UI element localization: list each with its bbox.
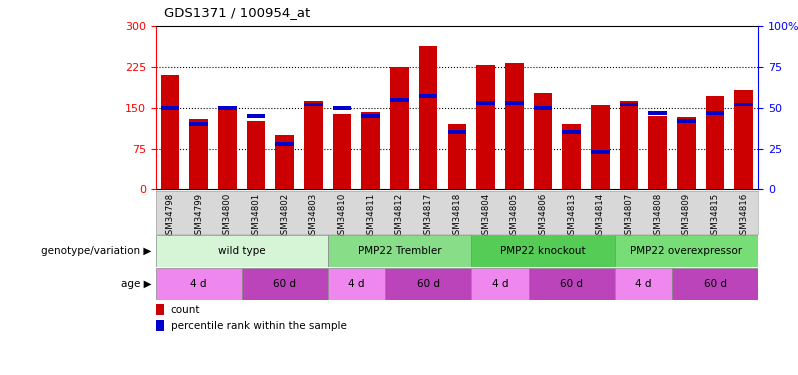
Bar	[505, 101, 523, 105]
Bar	[328, 235, 471, 267]
Bar	[304, 103, 322, 106]
Text: 4 d: 4 d	[191, 279, 207, 289]
Bar	[304, 101, 322, 189]
Bar	[648, 116, 667, 189]
Text: GSM34803: GSM34803	[309, 193, 318, 240]
Text: GSM34799: GSM34799	[194, 193, 203, 240]
Text: GSM34809: GSM34809	[681, 193, 691, 240]
Bar	[614, 235, 758, 267]
Bar	[734, 90, 753, 189]
Text: GSM34811: GSM34811	[366, 193, 375, 240]
Bar	[189, 122, 208, 126]
Text: GSM34804: GSM34804	[481, 193, 490, 240]
Text: PMP22 Trembler: PMP22 Trembler	[358, 246, 441, 256]
Bar	[448, 130, 466, 134]
Bar	[156, 304, 164, 315]
Text: PMP22 overexpressor: PMP22 overexpressor	[630, 246, 742, 256]
Text: GSM34806: GSM34806	[539, 193, 547, 240]
Bar	[361, 112, 380, 189]
Bar	[476, 101, 495, 105]
Text: GSM34805: GSM34805	[510, 193, 519, 240]
Bar	[528, 268, 614, 300]
Bar	[471, 235, 614, 267]
Text: count: count	[171, 304, 200, 315]
Text: 4 d: 4 d	[348, 279, 365, 289]
Bar	[563, 124, 581, 189]
Bar	[419, 46, 437, 189]
Bar	[160, 75, 180, 189]
Text: age ▶: age ▶	[121, 279, 152, 289]
Bar	[705, 111, 725, 115]
Bar	[534, 93, 552, 189]
Text: GDS1371 / 100954_at: GDS1371 / 100954_at	[164, 6, 310, 19]
Text: 4 d: 4 d	[492, 279, 508, 289]
Bar	[156, 235, 328, 267]
Text: GSM34816: GSM34816	[739, 193, 749, 240]
Bar	[419, 94, 437, 98]
Bar	[620, 101, 638, 189]
Bar	[218, 107, 237, 189]
Bar	[361, 114, 380, 118]
Text: GSM34812: GSM34812	[395, 193, 404, 240]
Text: genotype/variation ▶: genotype/variation ▶	[41, 246, 152, 256]
Bar	[156, 268, 242, 300]
Text: 4 d: 4 d	[635, 279, 652, 289]
Text: PMP22 knockout: PMP22 knockout	[500, 246, 586, 256]
Bar	[591, 150, 610, 154]
Bar	[242, 268, 328, 300]
Bar	[534, 106, 552, 110]
Text: GSM34801: GSM34801	[251, 193, 260, 240]
Bar	[648, 111, 667, 115]
Bar	[218, 106, 237, 110]
Text: GSM34807: GSM34807	[625, 193, 634, 240]
Text: GSM34798: GSM34798	[165, 193, 175, 240]
Bar	[614, 268, 672, 300]
Bar	[247, 122, 266, 189]
Text: GSM34802: GSM34802	[280, 193, 289, 240]
Text: 60 d: 60 d	[417, 279, 440, 289]
Bar	[734, 103, 753, 106]
Text: GSM34818: GSM34818	[452, 193, 461, 240]
Bar	[672, 268, 758, 300]
Text: wild type: wild type	[218, 246, 266, 256]
Text: GSM34813: GSM34813	[567, 193, 576, 240]
Bar	[705, 96, 725, 189]
Text: GSM34817: GSM34817	[424, 193, 433, 240]
Bar	[156, 320, 164, 331]
Bar	[677, 119, 696, 123]
Bar	[390, 98, 409, 102]
Bar	[333, 114, 351, 189]
Bar	[677, 117, 696, 189]
Bar	[448, 124, 466, 189]
Text: GSM34814: GSM34814	[596, 193, 605, 240]
Bar	[620, 103, 638, 106]
Text: GSM34808: GSM34808	[654, 193, 662, 240]
Text: 60 d: 60 d	[560, 279, 583, 289]
Bar	[328, 268, 385, 300]
Bar	[476, 65, 495, 189]
Text: GSM34810: GSM34810	[338, 193, 346, 240]
Bar	[385, 268, 471, 300]
Bar	[275, 135, 294, 189]
Bar	[160, 106, 180, 110]
Text: percentile rank within the sample: percentile rank within the sample	[171, 321, 346, 331]
Bar	[247, 114, 266, 118]
Text: GSM34815: GSM34815	[710, 193, 720, 240]
Bar	[471, 268, 528, 300]
Bar	[189, 118, 208, 189]
Text: 60 d: 60 d	[704, 279, 726, 289]
Bar	[333, 106, 351, 110]
Bar	[390, 67, 409, 189]
Bar	[505, 63, 523, 189]
Bar	[591, 105, 610, 189]
Text: GSM34800: GSM34800	[223, 193, 232, 240]
Bar	[275, 142, 294, 146]
Text: 60 d: 60 d	[273, 279, 296, 289]
Bar	[563, 130, 581, 134]
